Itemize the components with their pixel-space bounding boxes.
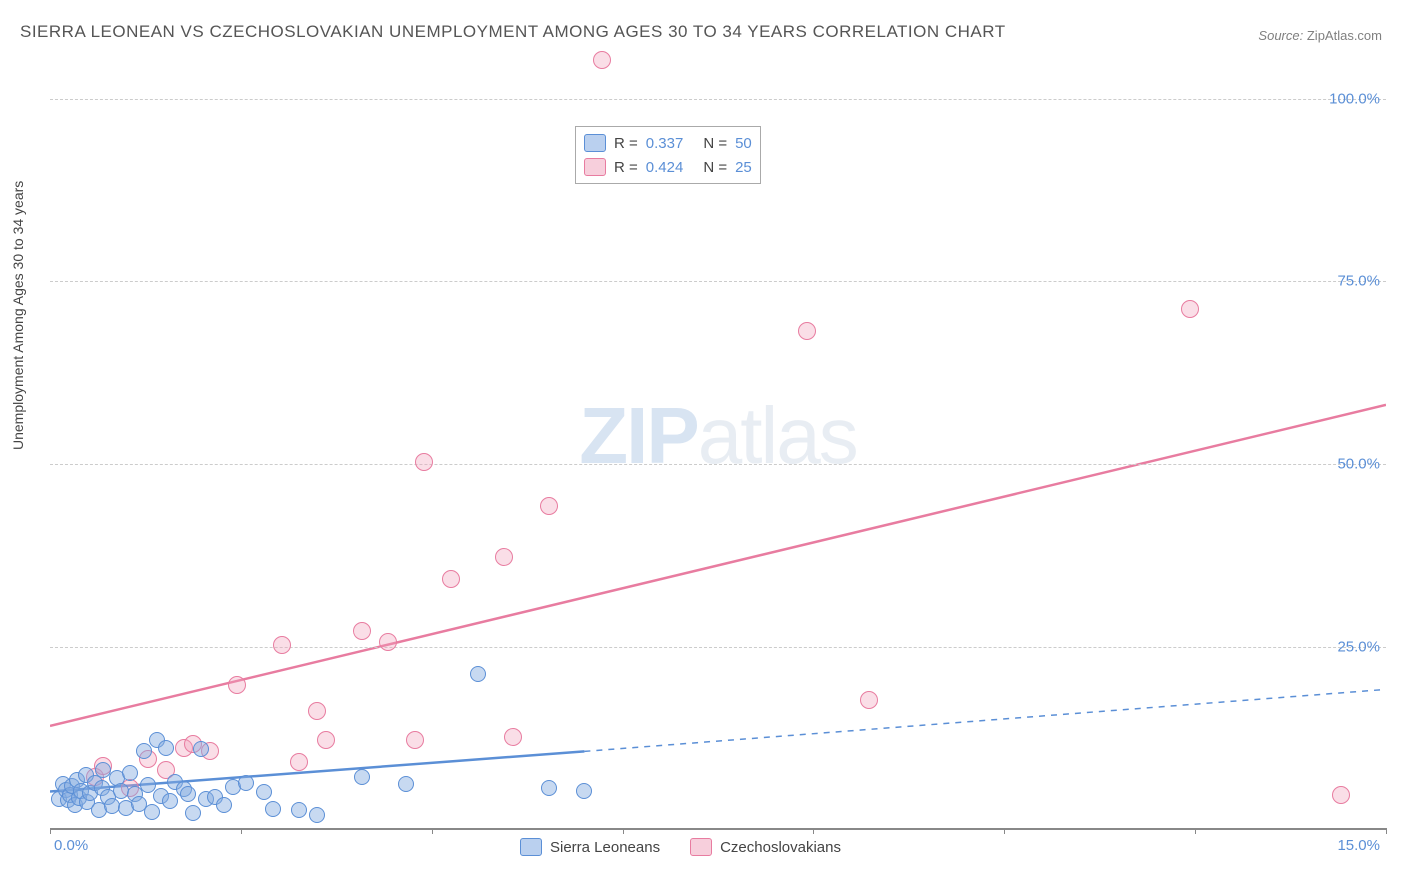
data-point-blue <box>354 769 370 785</box>
swatch-blue <box>520 838 542 856</box>
data-point-blue <box>158 740 174 756</box>
r-value-blue: 0.337 <box>646 135 684 152</box>
data-point-pink <box>504 728 522 746</box>
series-label-blue: Sierra Leoneans <box>550 839 660 856</box>
data-point-blue <box>185 805 201 821</box>
r-value-pink: 0.424 <box>646 159 684 176</box>
data-point-blue <box>144 804 160 820</box>
data-point-blue <box>193 741 209 757</box>
n-value-pink: 25 <box>735 159 752 176</box>
data-point-pink <box>860 691 878 709</box>
data-point-pink <box>406 731 424 749</box>
data-point-blue <box>162 793 178 809</box>
legend-item-blue: Sierra Leoneans <box>520 838 660 856</box>
data-point-pink <box>415 453 433 471</box>
y-tick-label: 100.0% <box>1329 90 1380 107</box>
data-point-blue <box>265 801 281 817</box>
x-tick-mark <box>1004 828 1005 834</box>
grid-line <box>50 281 1386 282</box>
legend-item-pink: Czechoslovakians <box>690 838 841 856</box>
legend-row-blue: R = 0.337 N = 50 <box>584 131 752 155</box>
data-point-blue <box>256 784 272 800</box>
data-point-pink <box>308 702 326 720</box>
data-point-pink <box>495 548 513 566</box>
x-tick-min: 0.0% <box>54 837 88 854</box>
x-tick-mark <box>432 828 433 834</box>
watermark-atlas: atlas <box>698 391 857 480</box>
data-point-blue <box>470 666 486 682</box>
n-value-blue: 50 <box>735 135 752 152</box>
scatter-plot-area: ZIPatlas R = 0.337 N = 50 R = 0.424 N = … <box>50 62 1386 830</box>
data-point-pink <box>379 633 397 651</box>
data-point-blue <box>136 743 152 759</box>
data-point-blue <box>180 786 196 802</box>
y-tick-label: 75.0% <box>1337 273 1380 290</box>
grid-line <box>50 464 1386 465</box>
r-label: R = <box>614 135 638 152</box>
data-point-pink <box>540 497 558 515</box>
swatch-pink <box>690 838 712 856</box>
n-label: N = <box>703 159 727 176</box>
x-tick-mark <box>623 828 624 834</box>
source-credit: Source: ZipAtlas.com <box>1258 28 1382 43</box>
source-value: ZipAtlas.com <box>1307 28 1382 43</box>
data-point-blue <box>140 777 156 793</box>
y-axis-label: Unemployment Among Ages 30 to 34 years <box>10 181 26 450</box>
data-point-pink <box>273 636 291 654</box>
swatch-blue <box>584 134 606 152</box>
data-point-blue <box>541 780 557 796</box>
x-tick-max: 15.0% <box>1337 837 1380 854</box>
data-point-blue <box>238 775 254 791</box>
series-label-pink: Czechoslovakians <box>720 839 841 856</box>
x-tick-mark <box>1195 828 1196 834</box>
legend-row-pink: R = 0.424 N = 25 <box>584 155 752 179</box>
swatch-pink <box>584 158 606 176</box>
data-point-blue <box>291 802 307 818</box>
r-label: R = <box>614 159 638 176</box>
data-point-pink <box>798 322 816 340</box>
data-point-blue <box>216 797 232 813</box>
x-tick-mark <box>813 828 814 834</box>
data-point-pink <box>593 51 611 69</box>
data-point-blue <box>398 776 414 792</box>
legend-correlation-box: R = 0.337 N = 50 R = 0.424 N = 25 <box>575 126 761 184</box>
data-point-pink <box>290 753 308 771</box>
data-point-pink <box>1332 786 1350 804</box>
data-point-pink <box>1181 300 1199 318</box>
y-tick-label: 50.0% <box>1337 456 1380 473</box>
source-label: Source: <box>1258 28 1303 43</box>
data-point-pink <box>317 731 335 749</box>
chart-title: SIERRA LEONEAN VS CZECHOSLOVAKIAN UNEMPL… <box>20 22 1006 42</box>
data-point-blue <box>309 807 325 823</box>
x-tick-mark <box>50 828 51 834</box>
x-tick-mark <box>241 828 242 834</box>
data-point-blue <box>122 765 138 781</box>
data-point-pink <box>228 676 246 694</box>
grid-line <box>50 647 1386 648</box>
data-point-pink <box>442 570 460 588</box>
legend-series: Sierra Leoneans Czechoslovakians <box>520 838 841 856</box>
watermark: ZIPatlas <box>579 390 856 482</box>
y-tick-label: 25.0% <box>1337 639 1380 656</box>
grid-line <box>50 99 1386 100</box>
data-point-blue <box>576 783 592 799</box>
watermark-zip: ZIP <box>579 391 697 480</box>
n-label: N = <box>703 135 727 152</box>
x-tick-mark <box>1386 828 1387 834</box>
data-point-pink <box>353 622 371 640</box>
